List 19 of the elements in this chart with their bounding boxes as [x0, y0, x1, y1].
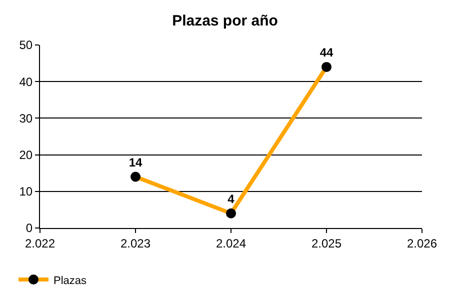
x-tick-label: 2.025 [311, 236, 342, 250]
data-label: 4 [228, 192, 235, 206]
y-tick-label: 0 [26, 221, 33, 236]
x-tick-label: 2.022 [24, 236, 56, 250]
legend-label: Plazas [54, 274, 88, 287]
data-label: 14 [128, 156, 142, 170]
y-tick-label: 10 [19, 184, 33, 199]
y-tick-label: 50 [19, 38, 33, 52]
x-tick-label: 2.023 [120, 236, 151, 250]
point [130, 172, 140, 182]
chart-title: Plazas por año [172, 12, 278, 30]
y-tick-label: 30 [19, 111, 33, 126]
y-tick-label: 20 [19, 148, 33, 162]
data-label: 44 [320, 46, 334, 60]
x-tick-label: 2.024 [216, 236, 246, 250]
y-tick-label: 40 [19, 74, 33, 89]
x-tick-label: 2.026 [406, 236, 438, 250]
point [322, 62, 332, 72]
point [226, 208, 236, 218]
